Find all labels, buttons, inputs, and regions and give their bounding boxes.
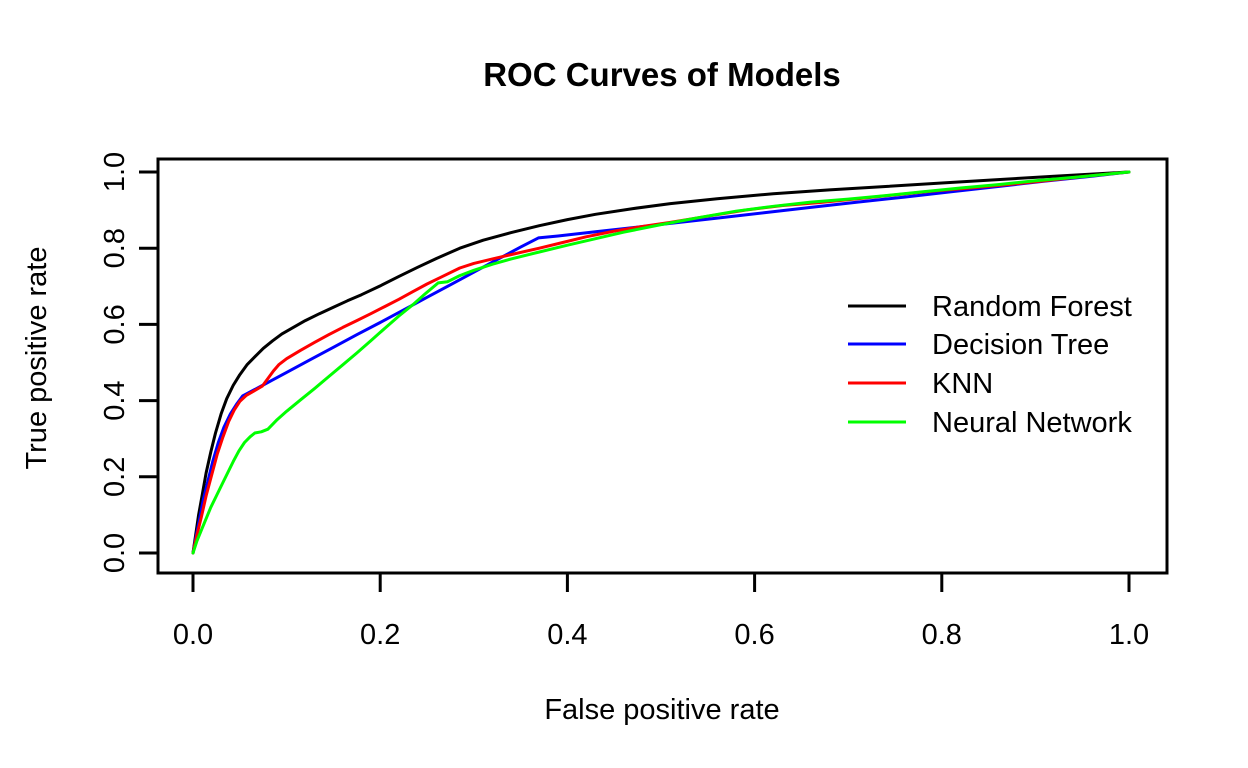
y-axis-tick-label: 1.0	[99, 152, 131, 192]
x-axis-tick-label: 0.6	[734, 619, 774, 651]
y-axis-tick-label: 0.6	[99, 304, 131, 344]
x-axis-tick-label: 0.4	[547, 619, 587, 651]
legend-label-decision-tree: Decision Tree	[932, 329, 1109, 361]
legend-label-random-forest: Random Forest	[932, 291, 1132, 323]
roc-curve-random-forest	[191, 170, 1131, 555]
y-axis-tick-label: 0.2	[99, 457, 131, 497]
chart-title: ROC Curves of Models	[483, 56, 841, 93]
roc-curve-decision-tree	[191, 170, 1131, 555]
x-axis-tick-label: 0.2	[360, 619, 400, 651]
plot-border	[156, 157, 1169, 575]
y-axis-tick-label: 0.4	[99, 380, 131, 420]
x-axis-title: False positive rate	[544, 694, 779, 726]
y-axis-title: True positive rate	[21, 247, 53, 470]
x-axis-tick-label: 0.0	[173, 619, 213, 651]
y-axis-tick-label: 0.0	[99, 533, 131, 573]
roc-curve-knn	[191, 170, 1131, 555]
legend-label-knn: KNN	[932, 368, 993, 400]
roc-curve-neural-network	[191, 170, 1131, 555]
y-axis-tick-label: 0.8	[99, 228, 131, 268]
x-axis-tick-label: 1.0	[1109, 619, 1149, 651]
plot-area: 0.0 0.2 0.4 0.6 0.8 1.0 0.0 0.2 0.4 0.6 0.8 1.0 Rand…	[99, 152, 1169, 651]
legend-label-neural-network: Neural Network	[932, 407, 1132, 439]
x-axis-tick-label: 0.8	[922, 619, 962, 651]
